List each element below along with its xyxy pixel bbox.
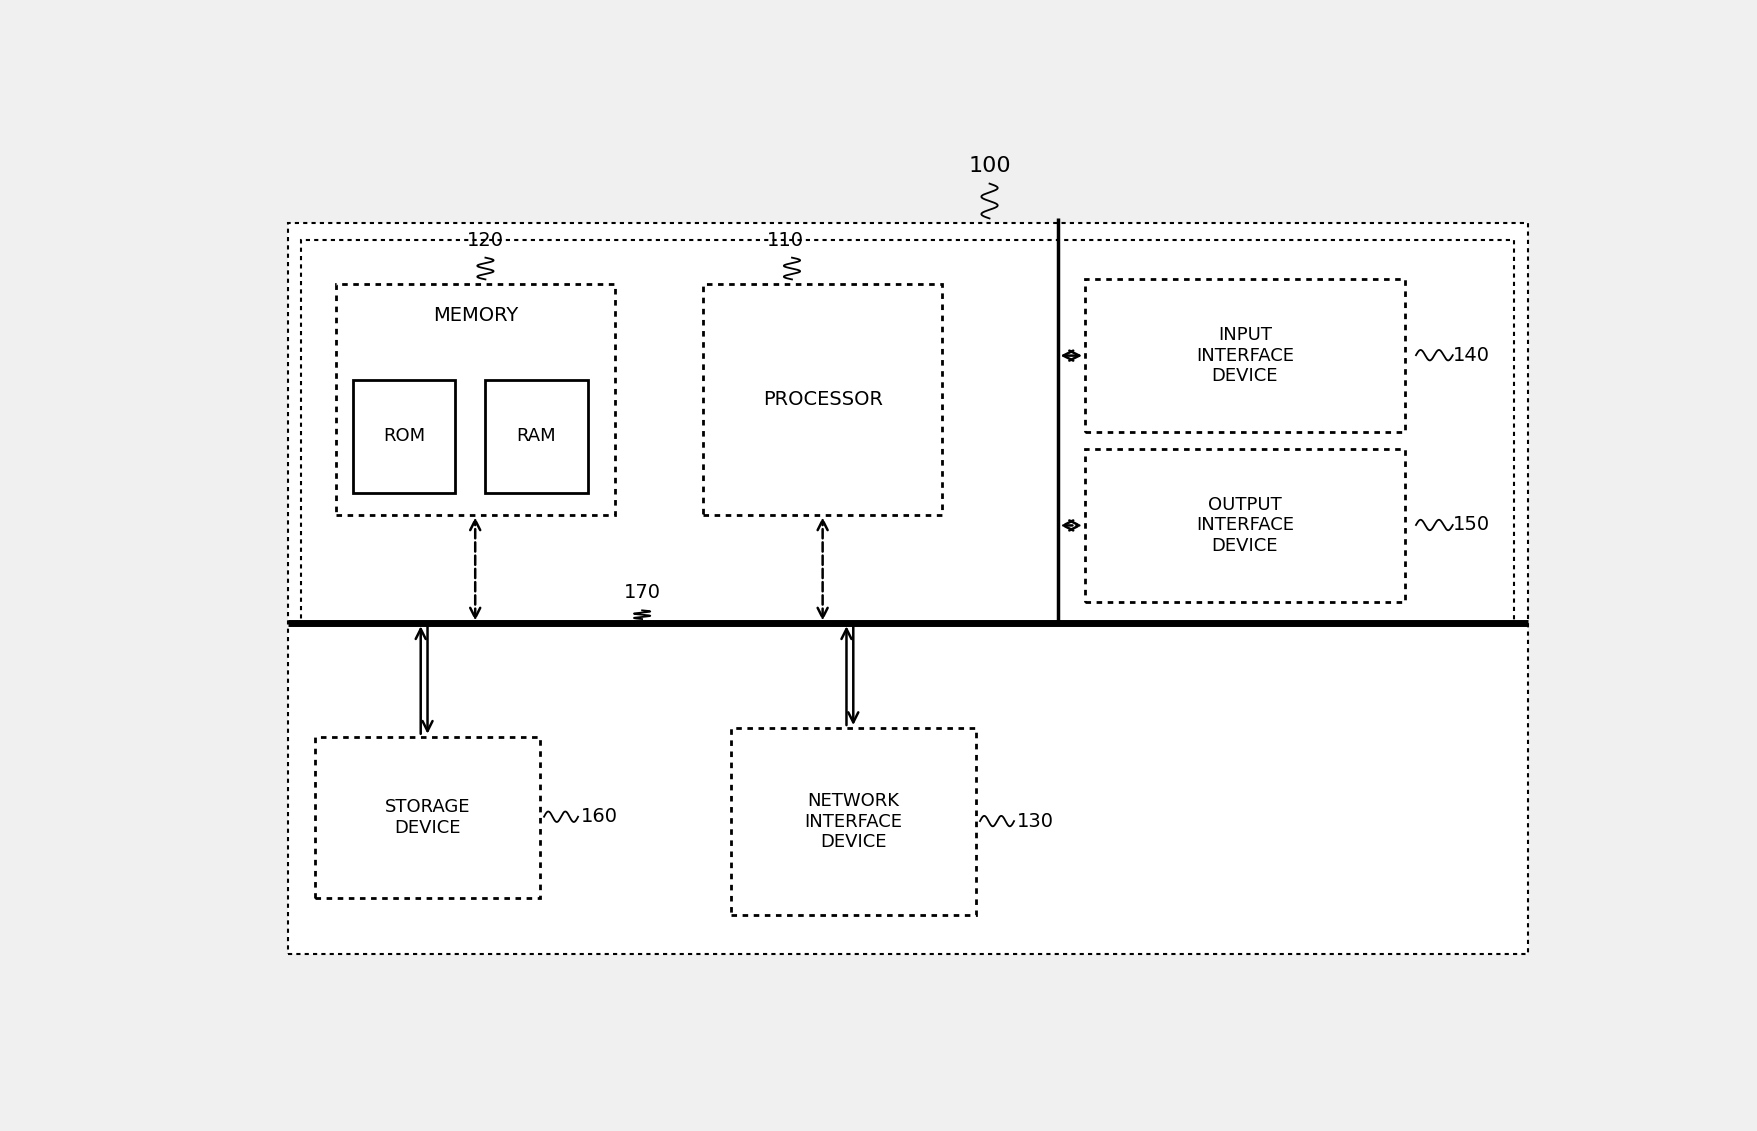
Text: 130: 130 (1016, 812, 1052, 830)
Bar (703, 284, 942, 515)
Text: PROCESSOR: PROCESSOR (763, 390, 882, 408)
Text: NETWORK
INTERFACE
DEVICE: NETWORK INTERFACE DEVICE (805, 792, 901, 852)
Text: STORAGE
DEVICE: STORAGE DEVICE (385, 797, 471, 837)
Text: MEMORY: MEMORY (432, 307, 518, 326)
Text: 120: 120 (467, 231, 504, 250)
Bar (315, 736, 539, 898)
Bar (336, 284, 615, 515)
Text: ROM: ROM (383, 428, 425, 446)
Text: 100: 100 (968, 156, 1010, 176)
Bar (353, 380, 455, 493)
Bar (1084, 449, 1404, 602)
Text: OUTPUT
INTERFACE
DEVICE: OUTPUT INTERFACE DEVICE (1195, 495, 1293, 555)
Bar (485, 380, 587, 493)
Bar (1084, 279, 1404, 432)
Text: 110: 110 (766, 231, 803, 250)
Text: 150: 150 (1451, 516, 1488, 535)
Text: 160: 160 (580, 808, 617, 827)
Bar (302, 240, 1513, 623)
Bar (288, 223, 1527, 955)
Text: 170: 170 (624, 584, 661, 603)
Text: INPUT
INTERFACE
DEVICE: INPUT INTERFACE DEVICE (1195, 326, 1293, 386)
Text: 140: 140 (1451, 346, 1488, 364)
Text: RAM: RAM (517, 428, 555, 446)
Bar (731, 728, 975, 915)
